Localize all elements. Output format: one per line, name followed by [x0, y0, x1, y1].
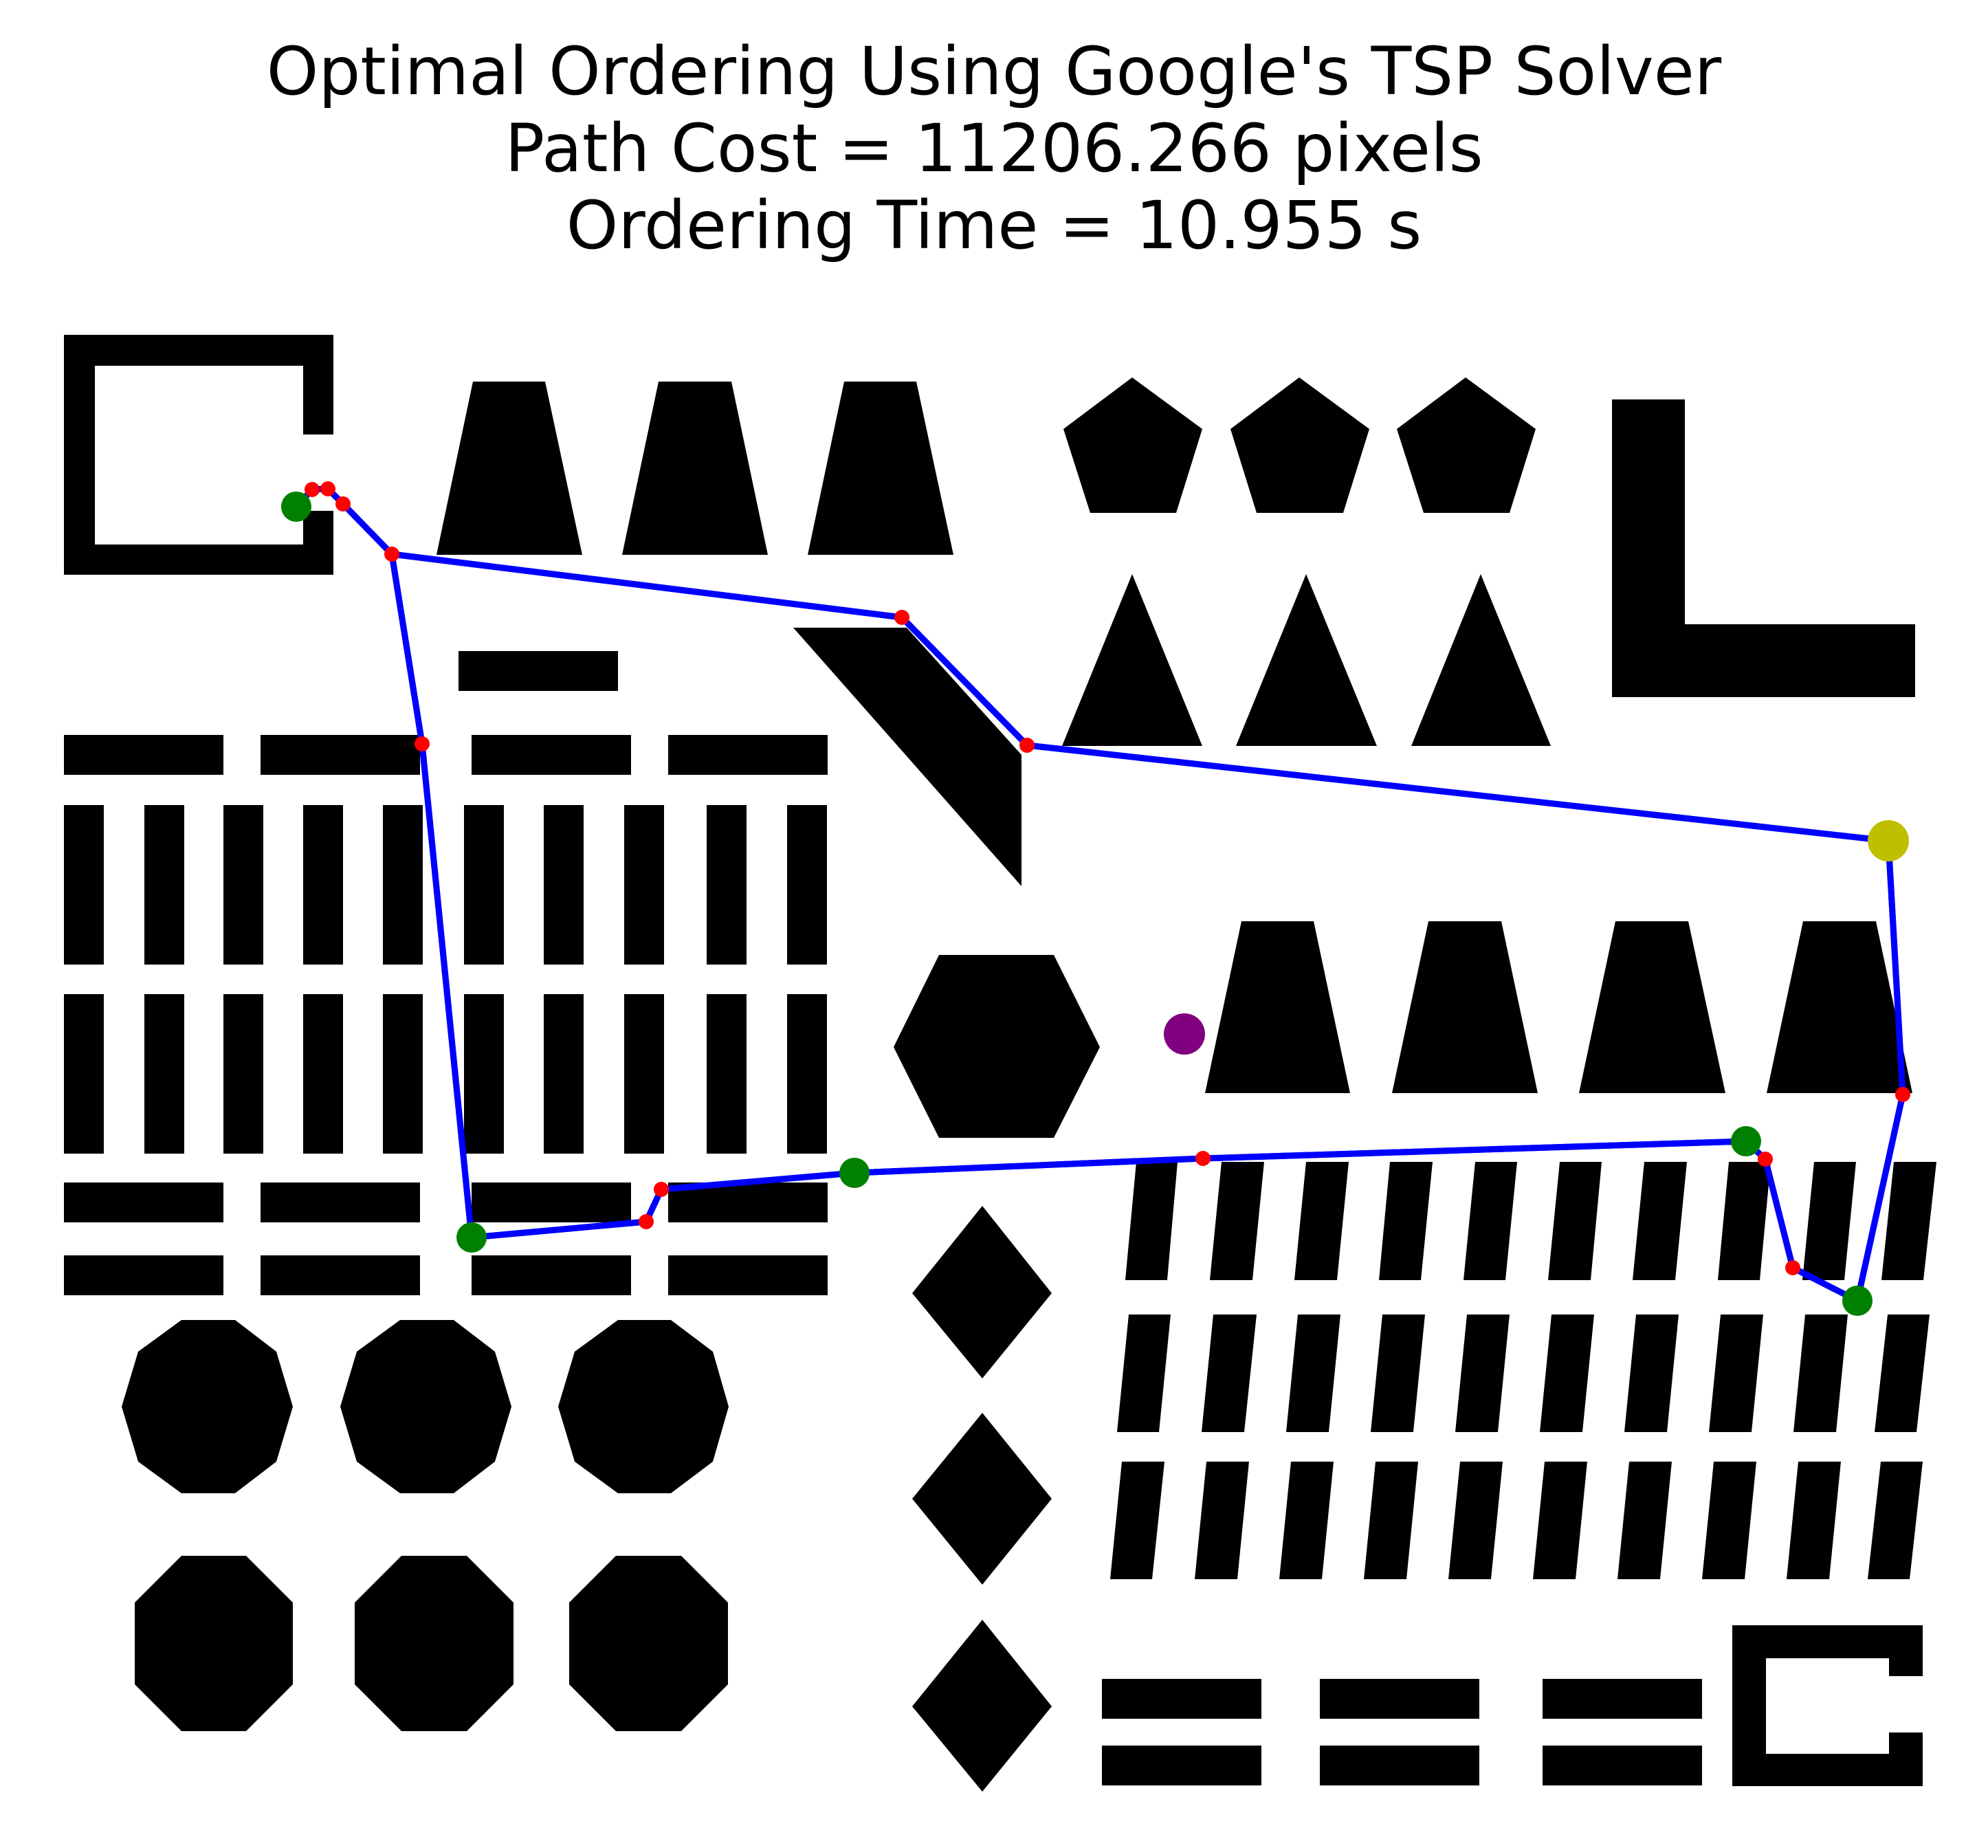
bracket-c-bottom-right: [1732, 1625, 1923, 1786]
horizontal-bar: [1320, 1679, 1479, 1719]
trapezoid-4: [1205, 921, 1350, 1093]
path-start-marker: [1868, 820, 1909, 861]
triangle-3: [1411, 574, 1551, 746]
horizontal-bar: [472, 735, 631, 775]
waypoint-marker: [415, 736, 430, 751]
waypoint-marker: [894, 610, 909, 625]
diamond-3: [912, 1620, 1052, 1792]
octagon-2: [340, 1320, 511, 1493]
parallelogram: [793, 628, 1021, 886]
pentagon-1: [1063, 377, 1202, 513]
trapezoid-2: [622, 382, 768, 555]
slanted-bars-grid: [1110, 1162, 1936, 1579]
horizontal-bar: [1543, 1746, 1702, 1785]
octagon-6: [569, 1556, 728, 1731]
shapes-layer: [64, 335, 1936, 1792]
trapezoid-3: [808, 382, 953, 555]
horizontal-bar: [64, 1255, 223, 1295]
horizontal-bar: [261, 1255, 420, 1295]
waypoint-marker: [320, 481, 335, 496]
horizontal-bar: [64, 1182, 223, 1222]
waypoint-marker: [1785, 1260, 1800, 1275]
figure-title-line-1: Optimal Ordering Using Google's TSP Solv…: [266, 33, 1722, 110]
horizontal-bar: [472, 1182, 631, 1222]
figure-title-line-2: Path Cost = 11206.266 pixels: [505, 110, 1483, 187]
horizontal-bar: [668, 735, 828, 775]
group-start-marker: [456, 1222, 487, 1253]
horizontal-bar: [1320, 1746, 1479, 1785]
triangle-2: [1236, 574, 1377, 746]
group-start-marker: [281, 492, 311, 522]
waypoint-marker: [335, 496, 351, 512]
pentagon-2: [1230, 377, 1369, 513]
trapezoid-6: [1579, 921, 1725, 1093]
markers-layer: [281, 481, 1910, 1316]
diamond-1: [912, 1206, 1052, 1378]
vertical-bars-grid: [64, 805, 827, 1154]
octagon-5: [355, 1556, 513, 1731]
horizontal-bar: [472, 1255, 631, 1295]
pentagon-3: [1397, 377, 1536, 513]
horizontal-bar: [668, 1255, 828, 1295]
waypoint-marker: [639, 1214, 654, 1229]
group-start-marker: [1842, 1286, 1873, 1316]
horizontal-bar: [1102, 1679, 1261, 1719]
current-position-marker: [1164, 1013, 1205, 1055]
group-start-marker: [839, 1158, 870, 1188]
waypoint-marker: [305, 482, 320, 497]
waypoint-marker: [1758, 1152, 1773, 1167]
trapezoid-1: [437, 382, 582, 555]
l-shape: [1612, 399, 1915, 697]
hexagon: [894, 955, 1100, 1138]
octagon-3: [558, 1320, 729, 1493]
diamond-2: [912, 1413, 1052, 1585]
triangle-1: [1062, 574, 1202, 746]
octagon-4: [135, 1556, 293, 1731]
waypoint-marker: [1195, 1151, 1211, 1166]
trapezoid-7: [1767, 921, 1912, 1093]
group-start-marker: [1731, 1126, 1761, 1156]
horizontal-bar: [64, 735, 223, 775]
waypoint-marker: [1895, 1087, 1910, 1102]
horizontal-bar: [1102, 1746, 1261, 1785]
waypoint-marker: [1019, 738, 1035, 753]
horizontal-bar-single: [459, 651, 618, 691]
figure-title-line-3: Ordering Time = 10.955 s: [566, 187, 1422, 264]
horizontal-bar: [261, 735, 420, 775]
bracket-c-top-left: [64, 335, 333, 575]
tsp-path-line-overlay: [294, 485, 1906, 1306]
horizontal-bar: [1543, 1679, 1702, 1719]
octagon-1: [122, 1320, 293, 1493]
trapezoid-5: [1392, 921, 1538, 1093]
waypoint-marker: [654, 1182, 669, 1197]
horizontal-bar: [261, 1182, 420, 1222]
waypoint-marker: [384, 547, 399, 562]
